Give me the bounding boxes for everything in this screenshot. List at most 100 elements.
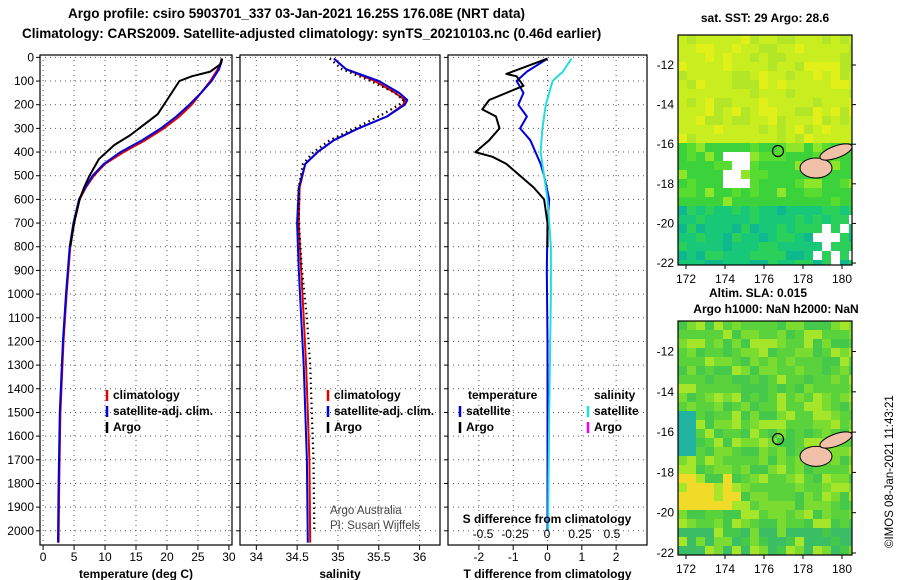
sla-cell [705, 375, 715, 385]
sla-cell [795, 393, 805, 403]
depth-tick-label: 1800 [7, 476, 34, 490]
sst-cell [768, 170, 778, 180]
salinity-frame [239, 54, 441, 546]
sla-cell [696, 528, 706, 538]
sst-cell [759, 152, 769, 162]
sla-cell [696, 483, 706, 493]
sla-cell [732, 537, 742, 547]
sst-cell [795, 152, 805, 162]
sal-legend-0-label: climatology [334, 388, 401, 402]
depth-tick-label: 600 [14, 192, 34, 206]
sla-cell [714, 546, 724, 556]
sla-cell [777, 483, 787, 493]
sst-cell [822, 260, 832, 266]
sla-cell [795, 348, 805, 358]
sla-cell [678, 456, 688, 466]
salinity-xtick-label: 35 [331, 550, 345, 564]
difference-xlabel: T difference from climatology [463, 567, 631, 580]
sst-cell [759, 215, 769, 225]
sst-cell [723, 116, 733, 126]
sst-cell [777, 89, 787, 99]
sla-ytick-label: -22 [657, 546, 675, 560]
sst-cell [732, 53, 742, 63]
sst-cell [804, 143, 814, 153]
sst-cell [732, 170, 742, 180]
sla-cell [768, 393, 778, 403]
sla-cell [759, 420, 769, 430]
sla-cell [759, 357, 769, 367]
sla-cell [741, 501, 751, 511]
sla-cell [831, 402, 841, 412]
sla-cell [678, 402, 688, 412]
sst-cell [723, 170, 733, 180]
sla-cell [777, 411, 787, 421]
depth-tick-label: 1400 [7, 382, 34, 396]
temperature-xtick-label: 30 [222, 550, 236, 564]
sst-cell [759, 188, 769, 198]
sst-cell [723, 233, 733, 243]
sla-cell [822, 321, 832, 331]
sst-cell [705, 215, 715, 225]
sla-cell [840, 474, 850, 484]
sst-cell [786, 251, 796, 261]
sst-cell [795, 89, 805, 99]
sst-cell [795, 53, 805, 63]
temperature-xtick-label: 25 [191, 550, 205, 564]
sla-cell [822, 465, 832, 475]
sla-cell [759, 321, 769, 331]
sla-cell [849, 438, 853, 448]
sst-cell [750, 224, 760, 234]
sst-cell [714, 233, 724, 243]
sst-cell [705, 71, 715, 81]
sla-cell [723, 348, 733, 358]
sst-cell [777, 233, 787, 243]
sla-cell [750, 411, 760, 421]
sla-cell [750, 501, 760, 511]
sla-cell [687, 420, 697, 430]
sla-cell [849, 357, 853, 367]
sst-cell [732, 161, 742, 171]
sst-cell [714, 161, 724, 171]
temp-legend-0-label: climatology [113, 388, 180, 402]
sst-cell [741, 80, 751, 90]
sla-cell [831, 465, 841, 475]
temperature-series-climatology [57, 58, 223, 543]
sla-cell [714, 411, 724, 421]
depth-tick-label: 1500 [7, 405, 34, 419]
sst-cell [813, 206, 823, 216]
sst-cell [759, 44, 769, 54]
sla-cell [777, 384, 787, 394]
sla-cell [732, 393, 742, 403]
sst-cell [804, 107, 814, 117]
sst-cell [813, 71, 823, 81]
sst-cell [687, 53, 697, 63]
sla-cell [831, 393, 841, 403]
sst-cell [741, 188, 751, 198]
sla-cell [696, 375, 706, 385]
sst-cell [678, 53, 688, 63]
sst-ytick-label: -18 [657, 177, 675, 191]
sla-cell [786, 357, 796, 367]
sla-cell [723, 321, 733, 331]
sla-cell [732, 375, 742, 385]
sst-cell [678, 179, 688, 189]
sst-cell [723, 215, 733, 225]
sst-cell [840, 107, 850, 117]
sla-cell [750, 528, 760, 538]
sla-cell [759, 519, 769, 529]
sst-cell [831, 251, 841, 261]
sla-cell [786, 402, 796, 412]
salinity-annotation: Argo Australia [330, 505, 402, 517]
sst-cell [822, 188, 832, 198]
sst-cell [759, 251, 769, 261]
sst-cell [732, 134, 742, 144]
temperature-series-argo [69, 58, 224, 247]
sst-cell [768, 179, 778, 189]
sst-cell [786, 98, 796, 108]
sla-cell [777, 357, 787, 367]
sst-cell [822, 116, 832, 126]
sst-cell [678, 35, 688, 45]
sst-cell [696, 44, 706, 54]
sst-cell [714, 35, 724, 45]
sst-cell [804, 116, 814, 126]
